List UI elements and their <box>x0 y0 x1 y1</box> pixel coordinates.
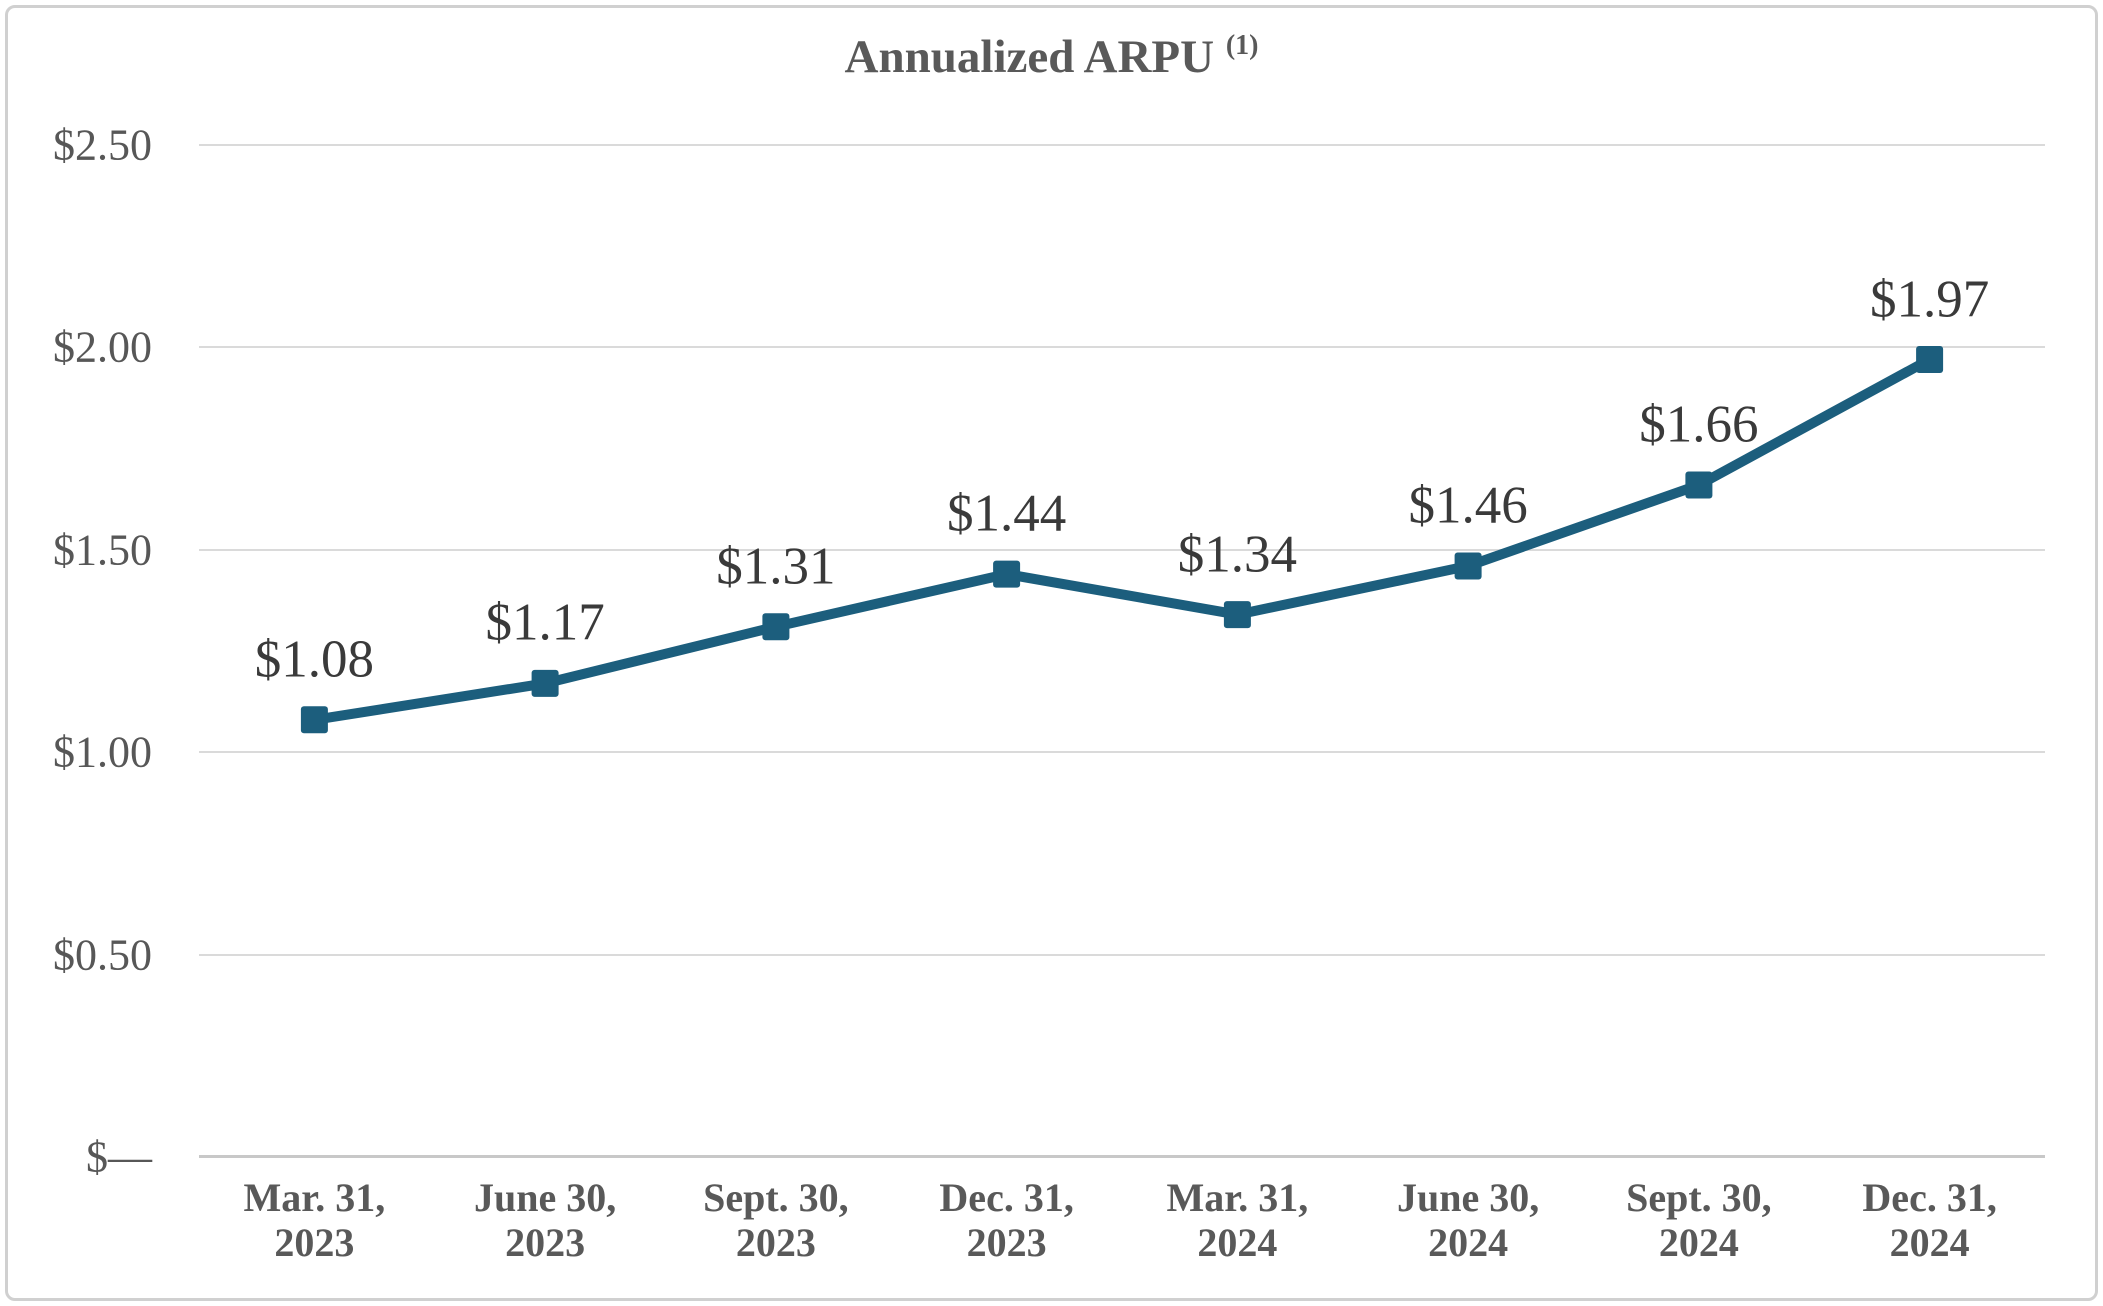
data-point-label: $1.34 <box>1177 525 1297 584</box>
gridline <box>199 548 2045 551</box>
data-point-label: $1.31 <box>716 537 836 596</box>
data-point-marker <box>762 613 790 641</box>
x-axis-category-label: June 30, 2024 <box>1397 1175 1540 1266</box>
data-point-marker <box>1454 552 1482 580</box>
data-point-marker <box>1685 471 1713 499</box>
y-axis-tick-label: $2.50 <box>53 120 152 170</box>
y-axis-tick-label: $1.50 <box>53 525 152 575</box>
x-axis-category-label: Mar. 31, 2023 <box>243 1175 386 1266</box>
chart-title-text: Annualized ARPU <box>844 31 1215 83</box>
plot-area <box>199 144 2045 1158</box>
data-point-label: $1.17 <box>485 594 605 653</box>
data-point-marker <box>1223 601 1251 629</box>
data-point-marker <box>1916 346 1944 373</box>
data-point-label: $1.97 <box>1870 270 1990 329</box>
data-point-marker <box>300 706 328 734</box>
x-axis-category-label: Sept. 30, 2024 <box>1626 1175 1772 1266</box>
y-axis-tick-label: $— <box>86 1132 152 1182</box>
x-axis-category-label: Mar. 31, 2024 <box>1166 1175 1309 1266</box>
chart-title-superscript: (1) <box>1225 30 1259 61</box>
y-axis-tick-label: $2.00 <box>53 322 152 372</box>
x-axis-category-label: Dec. 31, 2023 <box>939 1175 1074 1266</box>
data-point-marker <box>531 669 559 697</box>
y-axis-tick-label: $1.00 <box>53 727 152 777</box>
gridline <box>199 751 2045 754</box>
x-axis-category-label: Dec. 31, 2024 <box>1862 1175 1997 1266</box>
series-line <box>309 354 1935 725</box>
y-axis-tick-label: $0.50 <box>53 930 152 980</box>
x-axis-category-label: Sept. 30, 2023 <box>703 1175 849 1266</box>
gridline <box>199 346 2045 349</box>
x-axis-category-label: June 30, 2023 <box>474 1175 617 1266</box>
data-point-marker <box>993 560 1021 588</box>
chart-title: Annualized ARPU (1) <box>0 30 2103 84</box>
gridline <box>199 953 2045 956</box>
series-svg <box>300 346 1944 734</box>
gridline <box>199 144 2045 146</box>
data-point-label: $1.46 <box>1408 476 1528 535</box>
data-point-label: $1.44 <box>947 484 1067 543</box>
x-axis-line <box>199 1155 2045 1158</box>
data-point-label: $1.08 <box>254 630 374 689</box>
data-point-label: $1.66 <box>1639 395 1759 454</box>
